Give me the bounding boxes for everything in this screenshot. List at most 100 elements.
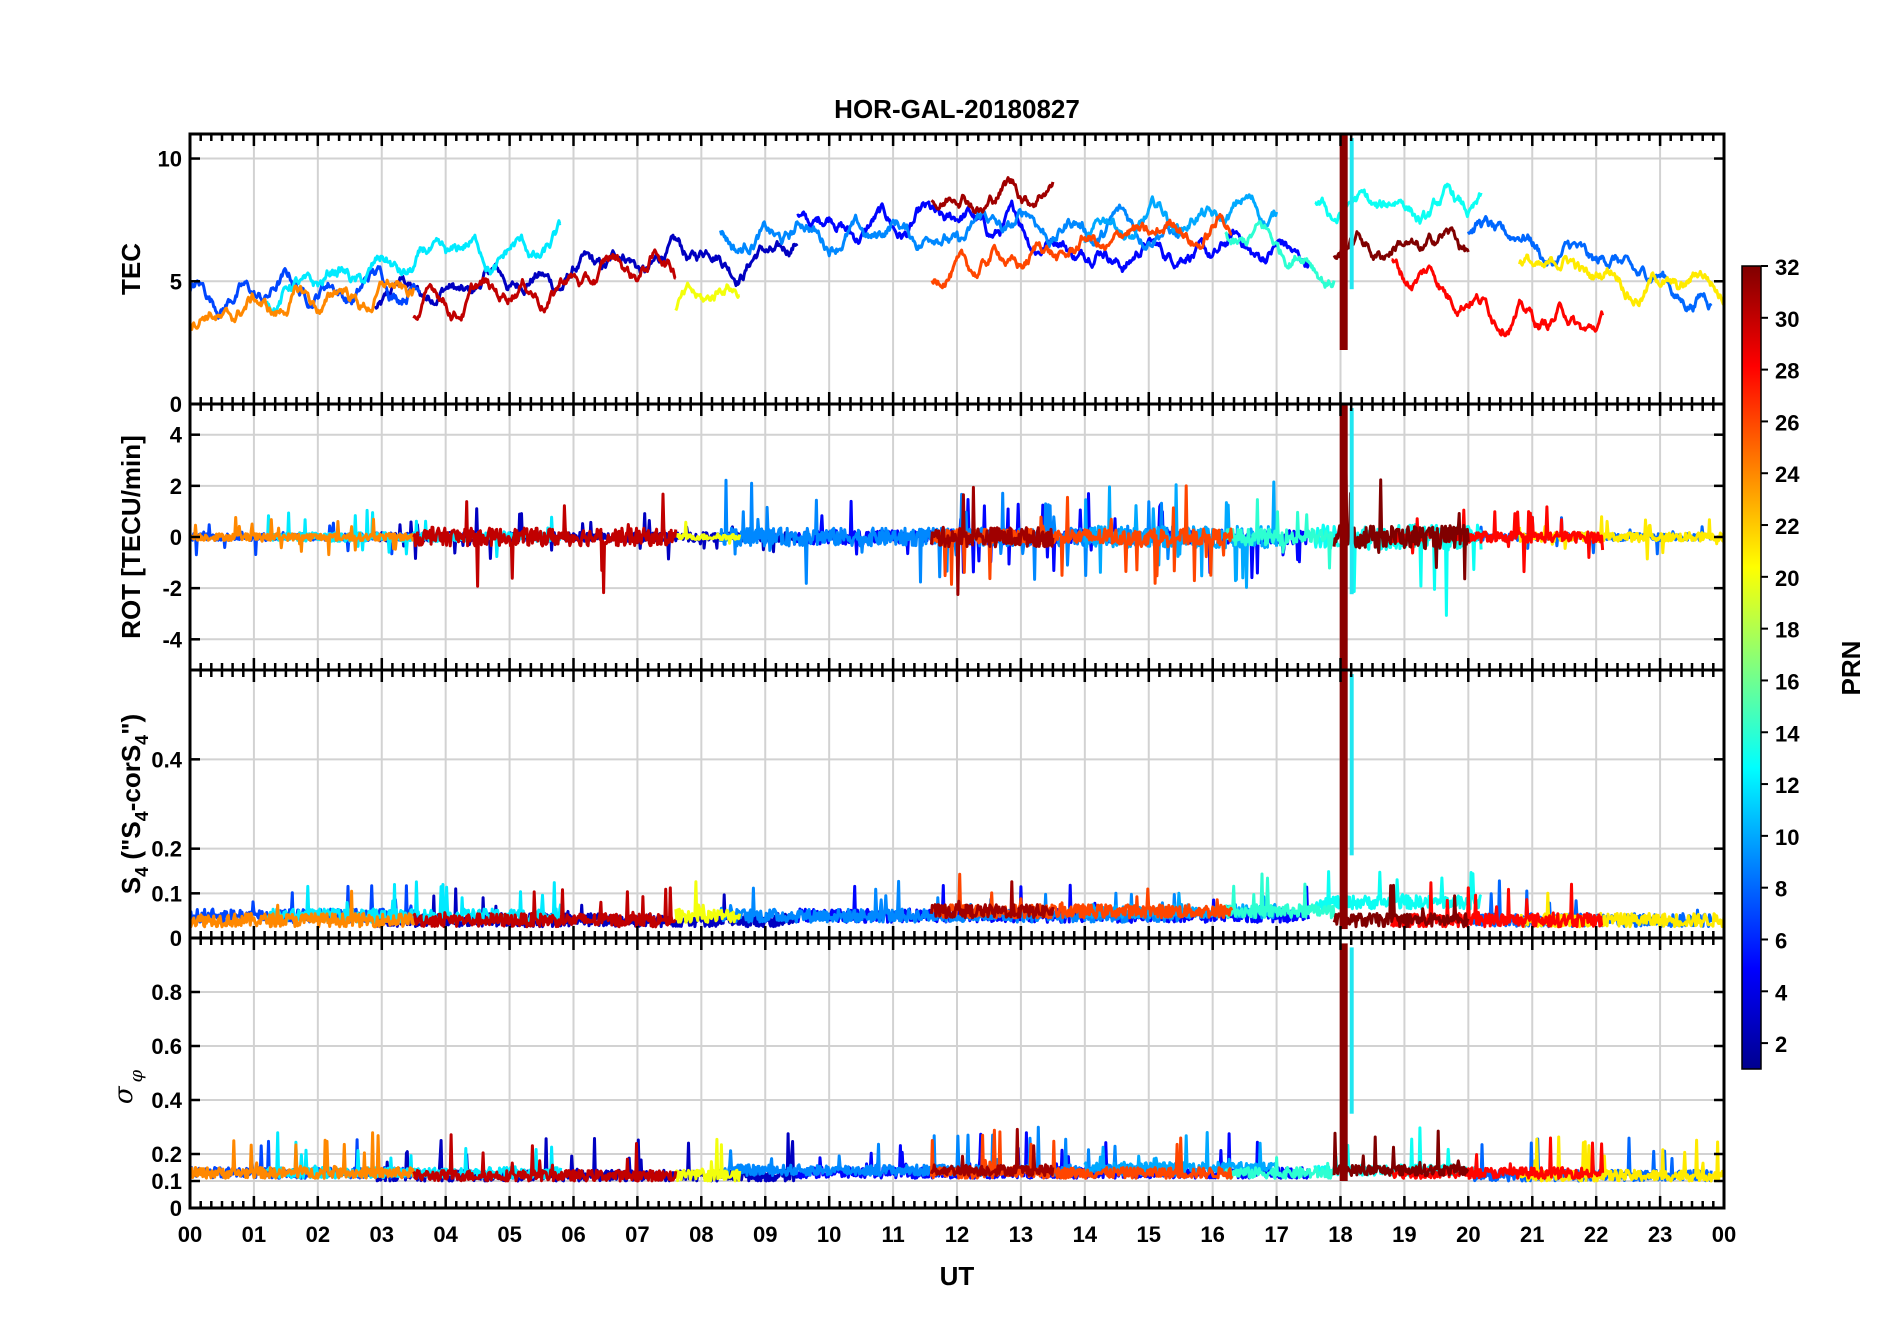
y-tick-label: 0.6 <box>151 1034 182 1059</box>
y-tick-label: 10 <box>158 147 182 172</box>
panel-s4-ylabel: S4 ("S4-corS4") <box>116 714 152 894</box>
series-prn-32 <box>1332 1129 1470 1178</box>
ylabel-part: φ <box>126 1069 147 1082</box>
ylabel-part: ") <box>116 714 146 735</box>
series-prn-31 <box>929 485 1055 596</box>
event-burst <box>1339 670 1348 930</box>
series-prn-20 <box>674 880 742 924</box>
panel-sigma-series <box>190 943 1724 1183</box>
event-burst-secondary <box>1349 408 1354 595</box>
panel-tec-minor-ticks <box>188 134 1726 404</box>
y-tick-label: 4 <box>170 423 183 448</box>
colorbar-tick-label: 6 <box>1775 928 1787 953</box>
ylabel-part: S <box>116 877 146 894</box>
y-tick-label: 0.4 <box>151 1088 182 1113</box>
x-tick-label: 17 <box>1264 1222 1288 1247</box>
panel-tec: 0 5 10 TEC <box>116 132 1726 417</box>
y-tick-label: -2 <box>162 576 182 601</box>
series-prn-20 <box>674 1137 742 1183</box>
x-tick-label: 06 <box>561 1222 585 1247</box>
panel-s4-series <box>190 670 1724 930</box>
y-tick-label: 5 <box>170 269 182 294</box>
panel-s4-minor-ticks <box>188 670 1726 938</box>
series-prn-26 <box>930 484 1234 586</box>
ylabel-part: σ <box>109 1085 139 1104</box>
colorbar-tick-label: 32 <box>1775 255 1799 280</box>
series-prn-24 <box>190 516 416 557</box>
panel-tec-series <box>190 134 1724 350</box>
colorbar-tick-label: 4 <box>1775 980 1788 1005</box>
ylabel-part: -corS <box>116 745 146 811</box>
panel-rot-minor-ticks <box>188 404 1726 670</box>
y-tick-label: 0.1 <box>151 1169 182 1194</box>
colorbar-tick-label: 26 <box>1775 410 1799 435</box>
series-prn-32 <box>1332 470 1470 581</box>
colorbar-tick-label: 20 <box>1775 566 1799 591</box>
x-tick-label: 12 <box>945 1222 969 1247</box>
series-prn-26 <box>930 212 1233 290</box>
series-prn-28 <box>1391 258 1605 338</box>
series-prn-32 <box>1332 883 1470 929</box>
colorbar-tick-label: 2 <box>1775 1032 1787 1057</box>
series-prn-21 <box>1518 253 1724 308</box>
x-tick-label: 00 <box>1712 1222 1736 1247</box>
panel-s4-grid <box>190 670 1724 939</box>
series-prn-30 <box>412 1133 678 1183</box>
y-tick-label: 0.4 <box>151 747 182 772</box>
ylabel-part: 4 <box>132 867 152 877</box>
event-burst-secondary <box>1349 947 1354 1114</box>
panel-tec-ylabel: TEC <box>116 243 146 295</box>
x-axis-label: UT <box>940 1261 975 1291</box>
x-tick-label: 03 <box>370 1222 394 1247</box>
y-tick-label: 2 <box>170 474 182 499</box>
y-tick-label: 0.2 <box>151 1142 182 1167</box>
series-prn-14 <box>1223 872 1336 920</box>
series-prn-7 <box>190 265 421 320</box>
panel-rot-series <box>190 404 1724 670</box>
series-prn-24 <box>190 1131 416 1180</box>
ylabel-part: 4 <box>132 811 152 821</box>
panel-sigma: 00.10.2 0.4 0.6 0.8 σφ <box>109 936 1726 1221</box>
y-tick-label: 0 <box>170 926 182 951</box>
x-ticks <box>188 938 1726 1208</box>
y-tick-label: -4 <box>162 627 182 652</box>
y-tick-label: 0 <box>170 392 182 417</box>
x-tick-label: 11 <box>881 1222 904 1247</box>
y-tick-label: 0 <box>170 525 182 550</box>
x-tick-labels: 00 01 02 03 04 05 06 07 08 09 10 11 12 13 14 15 16 17 18 19… <box>178 1222 1736 1247</box>
colorbar-tick-label: 24 <box>1775 462 1800 487</box>
x-tick-label: 23 <box>1648 1222 1672 1247</box>
ylabel-part: ("S <box>116 821 146 867</box>
x-tick-label: 05 <box>497 1222 521 1247</box>
x-tick-label: 00 <box>178 1222 202 1247</box>
series-prn-30 <box>412 248 677 322</box>
x-ticks <box>188 404 1726 670</box>
series-prn-30 <box>412 886 677 929</box>
colorbar-tick-label: 22 <box>1775 514 1799 539</box>
y-tick-label: 0.1 <box>151 881 182 906</box>
series-prn-9 <box>719 203 1183 258</box>
event-burst <box>1339 404 1348 670</box>
x-tick-label: 15 <box>1137 1222 1161 1247</box>
panel-rot-ylabel: ROT [TECU/min] <box>116 435 146 639</box>
colorbar-tick-label: 28 <box>1775 359 1799 384</box>
x-tick-label: 02 <box>306 1222 330 1247</box>
colorbar-tick-label: 18 <box>1775 618 1799 643</box>
series-prn-31 <box>930 176 1055 215</box>
panel-s4: 00.10.20.4S4 ("S4-corS4") <box>116 668 1726 951</box>
colorbar-tick-label: 10 <box>1775 825 1799 850</box>
event-burst-secondary <box>1349 674 1354 856</box>
series-prn-31 <box>929 1127 1055 1177</box>
series-prn-14 <box>1224 220 1336 289</box>
x-tick-label: 16 <box>1200 1222 1224 1247</box>
series-prn-32 <box>1332 226 1470 261</box>
series-prn-30 <box>412 492 678 595</box>
x-tick-label: 22 <box>1584 1222 1608 1247</box>
series-prn-14 <box>1223 1156 1336 1180</box>
series-prn-24 <box>190 278 416 331</box>
x-tick-label: 08 <box>689 1222 713 1247</box>
x-ticks <box>188 134 1726 404</box>
x-tick-label: 14 <box>1073 1222 1098 1247</box>
